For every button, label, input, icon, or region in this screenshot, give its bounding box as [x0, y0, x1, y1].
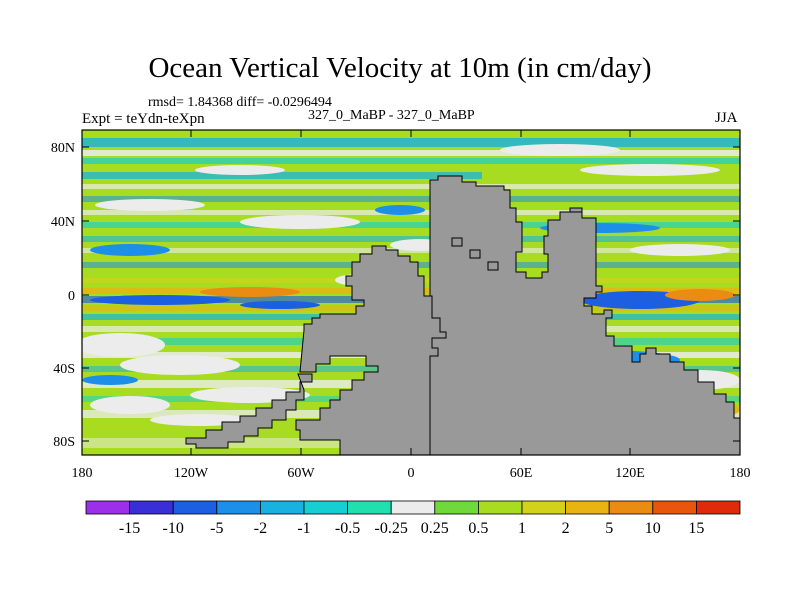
lon-label-0: 0 [408, 466, 415, 481]
colorbar-label: -15 [119, 520, 140, 537]
lon-label-180w: 180 [72, 466, 93, 481]
lat-label-40n: 40N [51, 215, 75, 230]
colorbar-label: -2 [254, 520, 267, 537]
colorbar-label: 2 [562, 520, 570, 537]
colorbar-swatch [216, 500, 261, 515]
island-small-4 [569, 207, 583, 213]
colorbar-label: 1 [518, 520, 526, 537]
lon-label-180e: 180 [730, 466, 751, 481]
lon-label-120e: 120E [615, 466, 645, 481]
colorbar-label: 0.5 [468, 520, 488, 537]
island-small-2 [469, 249, 481, 259]
lat-label-0: 0 [68, 289, 75, 304]
colorbar-swatch [652, 500, 697, 515]
colorbar-swatch [434, 500, 479, 515]
colorbar-labels: -15 -10 -5 -2 -1 -0.5 -0.25 0.25 0.5 1 2… [119, 520, 704, 537]
case-label: 327_0_MaBP - 327_0_MaBP [308, 108, 475, 123]
stats-line: rmsd= 1.84368 diff= -0.0296494 [148, 95, 332, 110]
colorbar-label: -5 [210, 520, 223, 537]
lat-ticks [82, 146, 740, 442]
season-label: JJA [715, 110, 738, 126]
peninsula-west [185, 373, 313, 449]
island-small-1 [451, 237, 463, 247]
lon-label-60w: 60W [287, 466, 315, 481]
colorbar-swatch [259, 500, 305, 515]
colorbar-label: -0.25 [375, 520, 408, 537]
land-masses [185, 175, 740, 455]
colorbar-label: -0.5 [335, 520, 360, 537]
colorbar-label: 10 [645, 520, 661, 537]
lon-labels: 180 120W 60W 0 60E 120E 180 [72, 466, 751, 481]
lat-label-80s: 80S [53, 435, 75, 450]
lat-label-40s: 40S [53, 362, 75, 377]
plot-title: Ocean Vertical Velocity at 10m (in cm/da… [148, 52, 652, 84]
colorbar-label: -10 [163, 520, 184, 537]
lon-ticks [190, 130, 631, 455]
colorbar-swatch [172, 500, 218, 515]
map-panel [82, 130, 740, 455]
colorbar-swatch [390, 500, 436, 515]
island-small-3 [487, 261, 499, 271]
colorbar-swatch [696, 500, 741, 515]
colorbar-swatch [565, 500, 610, 515]
experiment-label: Expt = teYdn-teXpn [82, 111, 205, 127]
colorbar-label: 0.25 [421, 520, 449, 537]
colorbar-label: -1 [297, 520, 310, 537]
colorbar-swatch [347, 500, 392, 515]
colorbar-label: 5 [605, 520, 613, 537]
colorbar [85, 500, 741, 515]
colorbar-swatch [608, 500, 654, 515]
western-landmass [295, 245, 447, 455]
colorbar-swatch [477, 500, 523, 515]
lat-label-80n: 80N [51, 141, 75, 156]
colorbar-swatch [303, 500, 348, 515]
lat-labels: 80N 40N 0 40S 80S [51, 141, 75, 450]
colorbar-swatch [85, 500, 130, 515]
colorbar-label: 15 [688, 520, 704, 537]
colorbar-swatch [521, 500, 566, 515]
colorbar-swatch [129, 500, 174, 515]
eastern-landmass [429, 175, 740, 455]
lon-label-120w: 120W [174, 466, 209, 481]
lon-label-60e: 60E [510, 466, 533, 481]
